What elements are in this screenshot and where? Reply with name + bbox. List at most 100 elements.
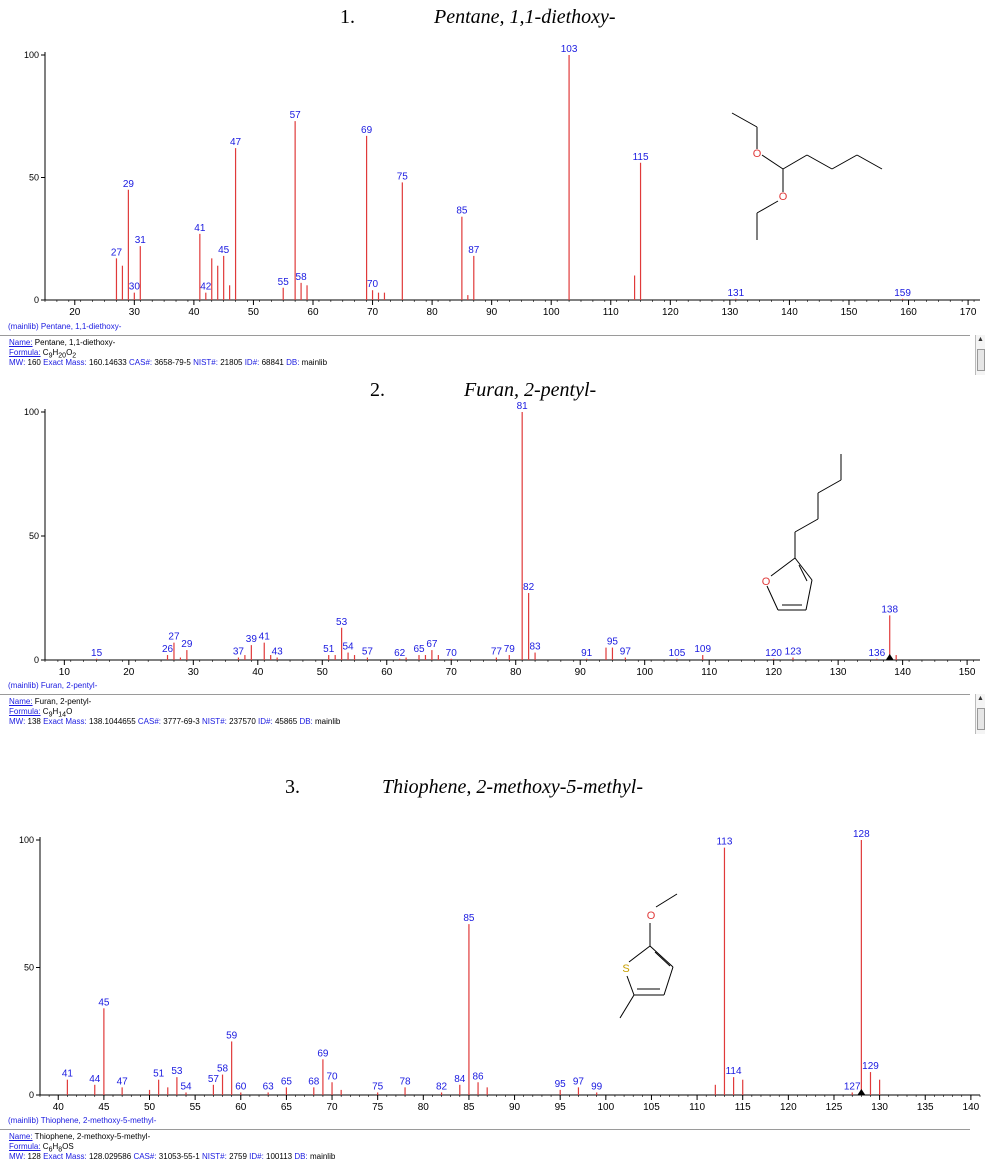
x-tick-label: 130	[871, 1102, 888, 1113]
compound-name: Pentane, 1,1-diethoxy-	[34, 338, 116, 347]
x-tick-label: 60	[307, 307, 319, 318]
x-tick-label: 70	[326, 1102, 338, 1113]
peak-label: 37	[233, 647, 245, 658]
y-tick-label: 0	[29, 1090, 34, 1100]
x-tick-label: 55	[190, 1102, 202, 1113]
x-tick-label: 115	[735, 1102, 751, 1113]
svg-text:O: O	[647, 910, 656, 922]
id-label: ID#:	[244, 358, 260, 367]
peak-label: 59	[226, 1030, 238, 1041]
molecular-ion-marker-icon	[885, 654, 894, 660]
peak-label: 55	[278, 277, 290, 288]
peak-label: 53	[171, 1066, 183, 1077]
library-name-line: (mainlib) Furan, 2-pentyl-	[8, 681, 98, 690]
peak-label: 97	[573, 1076, 585, 1087]
peak-label: 85	[463, 913, 475, 924]
scroll-thumb[interactable]	[977, 708, 985, 730]
formula-link[interactable]: Formula:	[9, 1142, 41, 1151]
peak-label: 41	[194, 223, 206, 234]
spectrum-number: 1.	[340, 6, 355, 28]
cas-label: CAS#:	[133, 1152, 157, 1161]
molecular-structure-1: O O	[731, 112, 883, 240]
library-name-line: (mainlib) Thiophene, 2-methoxy-5-methyl-	[8, 1116, 157, 1125]
y-tick-label: 100	[24, 407, 39, 417]
x-tick-label: 65	[281, 1102, 293, 1113]
peak-label: 81	[517, 401, 529, 412]
formula-value: C9H20O2	[42, 348, 77, 360]
info-scrollbar[interactable]: ▲	[975, 694, 985, 734]
peak-label: 91	[581, 648, 593, 659]
peak-label: 54	[180, 1081, 192, 1092]
x-tick-label: 50	[317, 667, 329, 678]
x-tick-label: 80	[427, 307, 439, 318]
cas-label: CAS#:	[137, 717, 162, 726]
svg-text:O: O	[753, 148, 762, 160]
scroll-thumb[interactable]	[977, 349, 985, 371]
peak-label: 113	[716, 837, 732, 848]
peak-label: 70	[367, 279, 379, 290]
name-link[interactable]: Name:	[9, 1132, 33, 1141]
y-tick-label: 50	[29, 173, 39, 183]
peak-label: 65	[281, 1076, 293, 1087]
svg-text:O: O	[762, 576, 771, 588]
peak-label: 53	[336, 617, 348, 628]
spectrum-number: 2.	[370, 379, 385, 401]
formula-value: C9H14O	[42, 707, 73, 719]
peak-label: 67	[426, 639, 438, 650]
x-tick-label: 110	[603, 307, 619, 318]
y-tick-label: 0	[34, 295, 39, 305]
peak-label: 27	[168, 632, 180, 643]
peak-label: 65	[413, 644, 425, 655]
x-tick-label: 85	[463, 1102, 475, 1113]
info-scrollbar[interactable]: ▲	[975, 335, 985, 375]
x-tick-label: 20	[69, 307, 81, 318]
spectrum-number: 3.	[285, 776, 300, 798]
compound-info-box-2: Name: Furan, 2-pentyl- Formula: C9H14O M…	[0, 694, 970, 735]
name-link[interactable]: Name:	[9, 697, 33, 706]
peak-label: 51	[323, 644, 335, 655]
name-row: Name: Thiophene, 2-methoxy-5-methyl-	[9, 1132, 150, 1142]
peak-label: 129	[862, 1061, 879, 1072]
x-tick-label: 10	[59, 667, 71, 678]
peak-label: 114	[726, 1066, 742, 1077]
peak-label: 138	[881, 604, 898, 615]
name-link[interactable]: Name:	[9, 338, 33, 347]
molecular-ion-marker-icon	[857, 1089, 866, 1095]
scroll-up-icon[interactable]: ▲	[977, 336, 984, 343]
peak-label: 62	[394, 648, 406, 659]
peak-label: 105	[669, 648, 686, 659]
x-tick-label: 100	[597, 1102, 614, 1113]
peak-label: 131	[727, 288, 744, 299]
scroll-up-icon[interactable]: ▲	[977, 695, 984, 702]
x-tick-label: 140	[894, 667, 911, 678]
db-value: mainlib	[309, 1152, 336, 1161]
peak-label: 159	[894, 288, 911, 299]
spectrum-title-3: 3. Thiophene, 2-methoxy-5-methyl-	[0, 776, 985, 800]
peak-label: 44	[89, 1074, 101, 1085]
compound-name: Furan, 2-pentyl-	[34, 697, 92, 706]
peak-label: 31	[135, 235, 147, 246]
peak-label: 41	[62, 1069, 74, 1080]
cas-value: 31053-55-1	[158, 1152, 200, 1161]
mw-label: MW:	[9, 358, 26, 367]
exact-mass-label: Exact Mass:	[43, 1152, 87, 1161]
exact-mass-value: 138.1044655	[88, 717, 136, 726]
compound-name-title: Pentane, 1,1-diethoxy-	[434, 6, 616, 28]
x-tick-label: 70	[446, 667, 458, 678]
x-tick-label: 50	[248, 307, 260, 318]
peak-label: 82	[436, 1081, 448, 1092]
x-tick-label: 110	[701, 667, 717, 678]
x-tick-label: 80	[418, 1102, 430, 1113]
formula-link[interactable]: Formula:	[9, 348, 41, 357]
x-tick-label: 160	[900, 307, 917, 318]
peak-label: 75	[372, 1081, 384, 1092]
formula-link[interactable]: Formula:	[9, 707, 41, 716]
properties-row: MW: 128 Exact Mass: 128.029586 CAS#: 310…	[9, 1152, 335, 1162]
mass-spectrum-chart-1: 0 50 100 20 30 40 50 60 70 80 90 100 110 120 130 140 150…	[24, 44, 980, 318]
db-value: mainlib	[301, 358, 328, 367]
peak-label: 70	[446, 648, 458, 659]
peak-label: 57	[290, 110, 302, 121]
peak-label: 120	[765, 648, 782, 659]
y-tick-label: 0	[34, 655, 39, 665]
peak-label: 83	[530, 642, 542, 653]
